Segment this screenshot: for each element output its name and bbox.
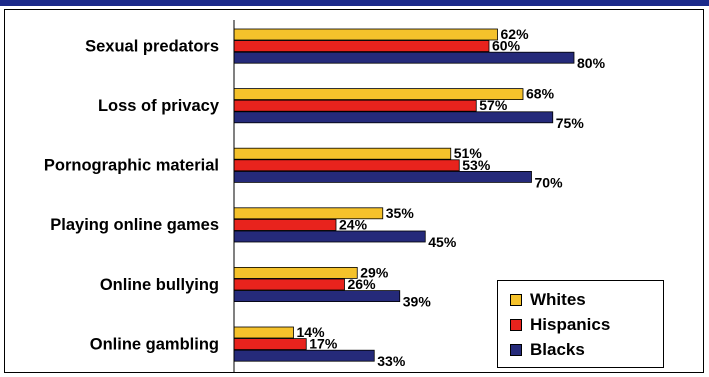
value-label-hispanics-sexual-predators: 60% xyxy=(492,38,521,54)
legend-item-whites: Whites xyxy=(510,287,663,312)
value-label-whites-online-bullying: 29% xyxy=(360,264,389,280)
value-label-whites-pornographic-material: 51% xyxy=(454,145,483,161)
category-label-playing-online-games: Playing online games xyxy=(50,216,219,234)
bar-blacks-loss-of-privacy xyxy=(233,111,554,124)
legend-swatch-hispanics xyxy=(510,318,522,331)
value-label-hispanics-loss-of-privacy: 57% xyxy=(479,97,508,113)
value-label-blacks-sexual-predators: 80% xyxy=(577,55,606,71)
value-label-whites-sexual-predators: 62% xyxy=(501,26,530,42)
bar-whites-sexual-predators xyxy=(233,28,498,41)
bar-hispanics-online-bullying xyxy=(233,278,345,291)
legend-swatch-blacks xyxy=(510,343,522,356)
value-labels: 62%60% 80% 68% 57% 75% 51%53% 70% 35% 24% 45% 29%2… xyxy=(297,26,606,369)
value-label-whites-playing-online-games: 35% xyxy=(386,205,415,221)
value-label-hispanics-playing-online-games: 24% xyxy=(339,216,368,232)
value-label-blacks-loss-of-privacy: 75% xyxy=(556,115,585,131)
category-labels: Sexual predators Loss of privacy Pornograp… xyxy=(44,37,220,353)
bar-blacks-pornographic-material xyxy=(233,170,532,183)
value-label-blacks-playing-online-games: 45% xyxy=(428,234,457,250)
value-label-blacks-online-gambling: 33% xyxy=(377,353,406,369)
category-label-online-gambling: Online gambling xyxy=(90,335,219,353)
bar-blacks-sexual-predators xyxy=(233,51,575,64)
legend-label-blacks: Blacks xyxy=(530,339,585,359)
category-label-online-bullying: Online bullying xyxy=(100,276,219,294)
top-band xyxy=(0,0,709,6)
bar-hispanics-online-gambling xyxy=(233,338,307,351)
bar-hispanics-sexual-predators xyxy=(233,40,490,52)
value-label-hispanics-pornographic-material: 53% xyxy=(462,157,491,173)
value-label-hispanics-online-gambling: 17% xyxy=(309,336,338,352)
bar-whites-online-bullying xyxy=(233,266,358,279)
bar-blacks-playing-online-games xyxy=(233,230,426,243)
legend-label-hispanics: Hispanics xyxy=(530,314,611,334)
value-label-hispanics-online-bullying: 26% xyxy=(348,276,377,292)
bar-hispanics-loss-of-privacy xyxy=(233,99,477,112)
value-label-whites-loss-of-privacy: 68% xyxy=(526,86,555,102)
bar-hispanics-playing-online-games xyxy=(233,218,337,231)
category-label-sexual-predators: Sexual predators xyxy=(85,37,219,55)
bars xyxy=(233,28,575,362)
value-label-blacks-online-bullying: 39% xyxy=(403,294,432,310)
value-label-whites-online-gambling: 14% xyxy=(297,324,326,340)
category-label-pornographic-material: Pornographic material xyxy=(44,157,219,175)
bar-blacks-online-bullying xyxy=(233,290,401,303)
legend: Whites Hispanics Blacks xyxy=(497,280,664,368)
legend-item-blacks: Blacks xyxy=(510,337,663,362)
bar-hispanics-pornographic-material xyxy=(233,159,460,172)
bar-whites-online-gambling xyxy=(233,326,294,339)
legend-item-hispanics: Hispanics xyxy=(510,312,663,337)
legend-swatch-whites xyxy=(510,293,522,306)
legend-label-whites: Whites xyxy=(530,289,586,309)
value-label-blacks-pornographic-material: 70% xyxy=(535,174,564,190)
bar-blacks-online-gambling xyxy=(233,349,375,362)
category-label-loss-of-privacy: Loss of privacy xyxy=(98,97,220,115)
bar-whites-pornographic-material xyxy=(233,147,452,160)
